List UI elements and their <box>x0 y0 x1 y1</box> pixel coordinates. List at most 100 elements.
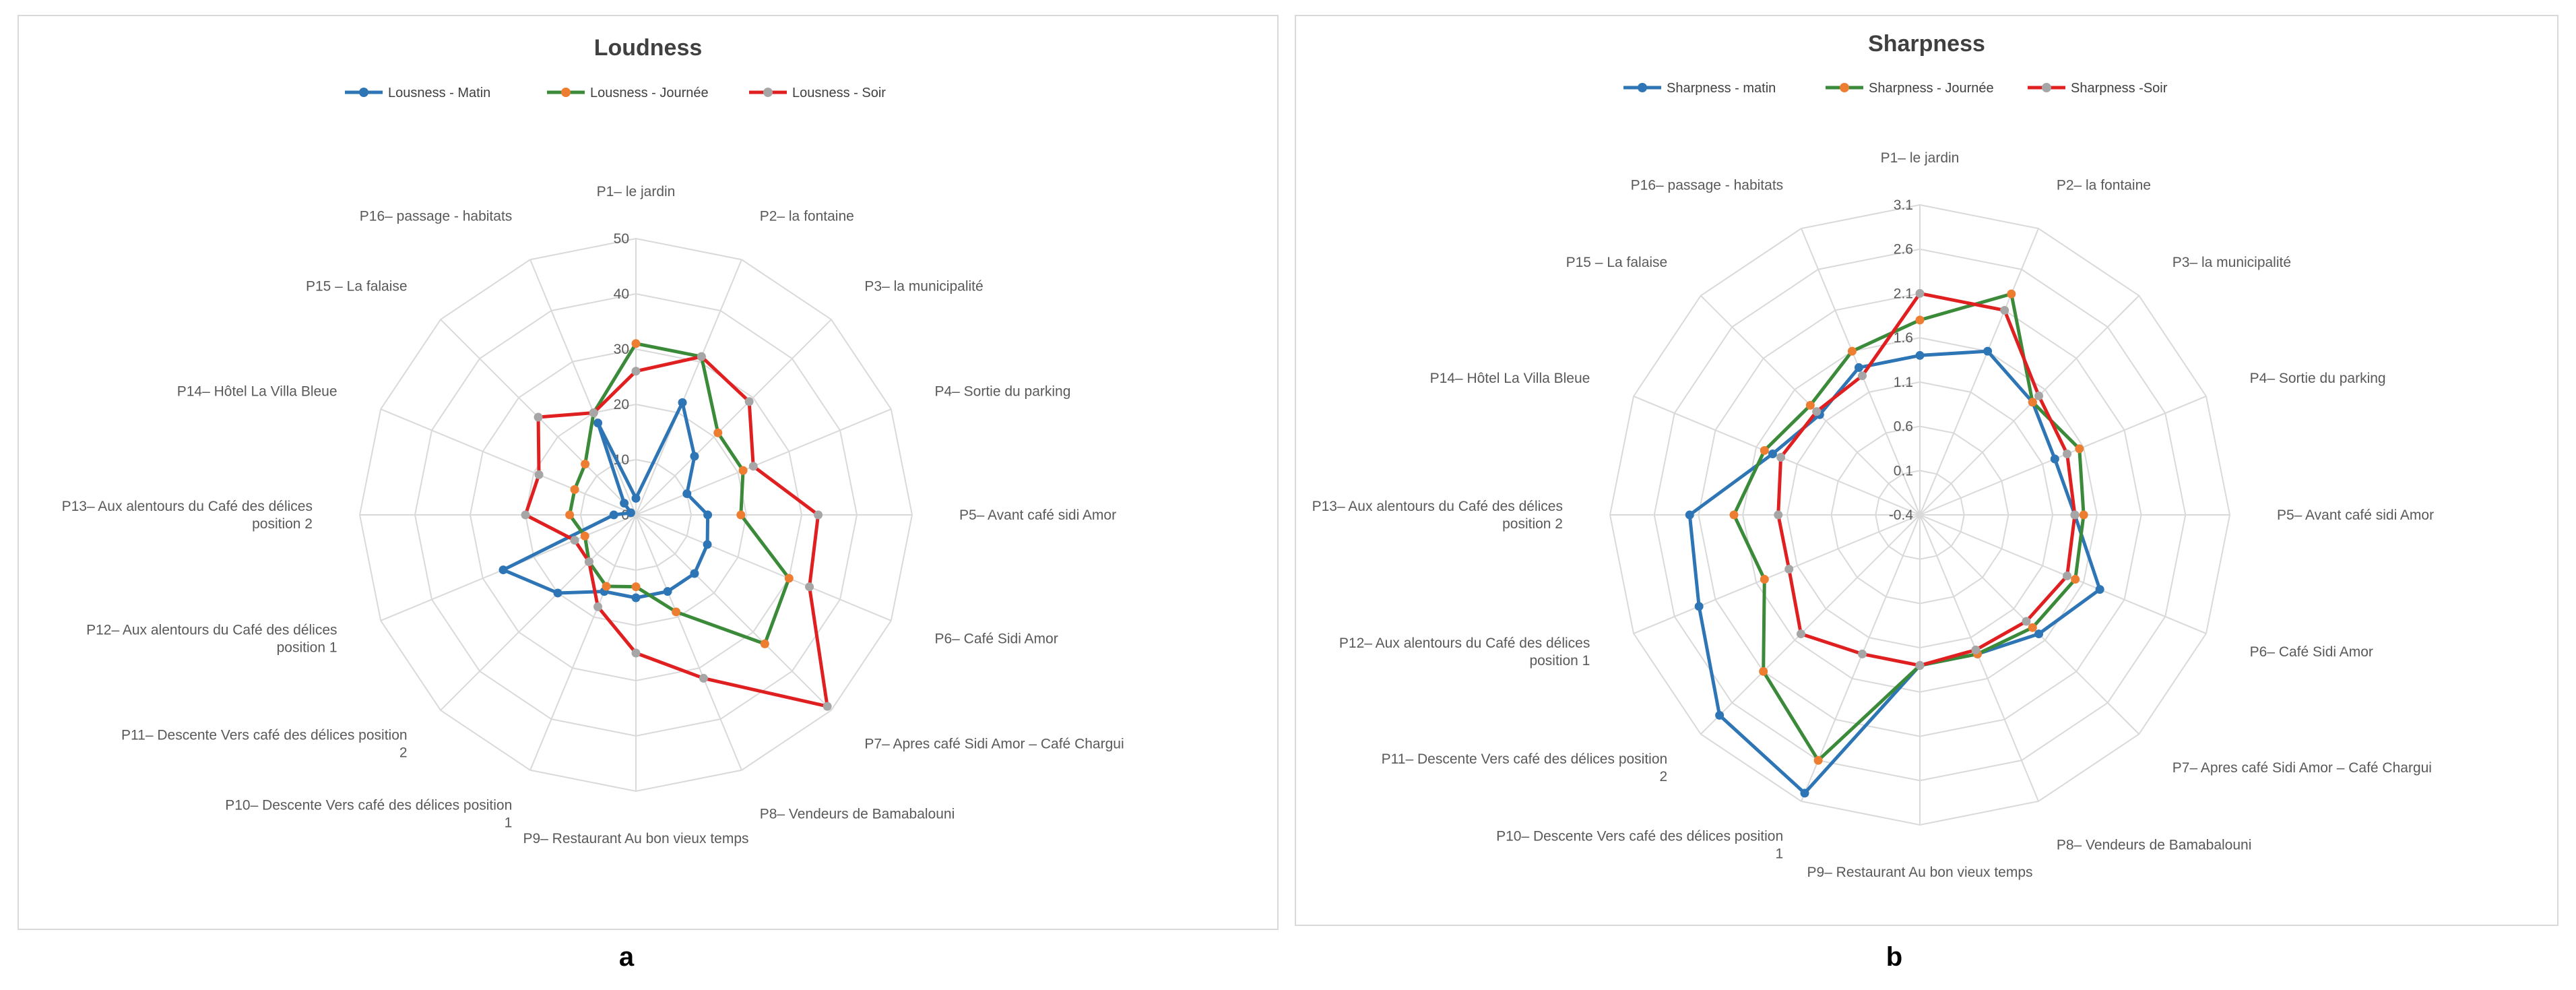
data-point <box>584 557 593 567</box>
data-point <box>1774 510 1783 520</box>
axis-tick-label: 1.1 <box>1894 375 1913 390</box>
grid-spoke <box>1919 396 2207 516</box>
category-label: P8– Vendeurs de Bamabalouni <box>760 806 955 822</box>
data-point <box>1805 400 1815 410</box>
legend-item: Sharpness - matin <box>1623 81 1776 96</box>
category-label: P12– Aux alentours du Café des délices po… <box>1339 636 1590 669</box>
grid-spoke <box>1919 514 2039 802</box>
data-point <box>2034 629 2044 639</box>
axis-tick-label: 40 <box>614 286 629 302</box>
category-label: P1– le jardin <box>597 184 676 199</box>
data-point <box>690 569 699 578</box>
data-point <box>823 702 832 711</box>
axis-tick-label: 0.6 <box>1894 419 1913 435</box>
category-label: P12– Aux alentours du Café des délices po… <box>86 623 337 656</box>
data-point <box>631 339 641 348</box>
series-line <box>568 342 791 646</box>
data-point <box>703 540 712 549</box>
data-point <box>581 460 590 469</box>
data-point <box>1983 346 1993 356</box>
data-point <box>498 565 508 575</box>
legend-label: Lousness - Matin <box>388 86 490 100</box>
category-label: P14– Hôtel La Villa Bleue <box>1430 371 1590 386</box>
category-label: P2– la fontaine <box>2057 177 2151 193</box>
category-label: P2– la fontaine <box>760 209 854 224</box>
legend-marker <box>359 88 368 97</box>
data-point <box>593 419 603 428</box>
data-point <box>805 582 814 592</box>
data-point <box>2028 398 2037 407</box>
legend-label: Sharpness - Journée <box>1869 81 1994 96</box>
data-point <box>589 408 598 417</box>
data-point <box>2022 617 2031 626</box>
legend-item: Lousness - Journée <box>547 86 709 100</box>
data-point <box>1915 288 1925 298</box>
data-point <box>1971 645 1981 654</box>
category-label: P9– Restaurant Au bon vieux temps <box>523 831 748 846</box>
data-point <box>565 510 575 520</box>
legend-label: Sharpness -Soir <box>2071 81 2168 96</box>
data-point <box>1857 371 1867 381</box>
series <box>521 352 832 711</box>
data-point <box>1685 510 1694 520</box>
data-point <box>631 367 641 376</box>
category-label: P16– passage - habitats <box>360 209 513 224</box>
data-point <box>570 485 579 494</box>
category-label: P3– la municipalité <box>2172 255 2291 270</box>
data-point <box>1854 363 1863 372</box>
axis-tick-label: 0.1 <box>1894 463 1913 478</box>
category-label: P7– Apres café Sidi Amor – Café Chargui <box>864 736 1124 751</box>
axis-tick-label: -0.4 <box>1889 507 1914 523</box>
data-point <box>2063 571 2072 581</box>
data-point <box>1915 350 1925 360</box>
data-point <box>2000 305 2009 315</box>
data-point <box>678 398 687 407</box>
category-label: P14– Hôtel La Villa Bleue <box>177 383 337 399</box>
data-point <box>1715 710 1725 720</box>
grid-spoke <box>1633 514 1921 634</box>
series <box>1774 288 2080 670</box>
category-label: P10– Descente Vers café des délices posi… <box>225 797 512 830</box>
axis-tick-label: 50 <box>614 231 629 247</box>
data-point <box>682 489 692 499</box>
category-label: P1– le jardin <box>1881 150 1960 166</box>
data-point <box>2070 510 2080 520</box>
category-label: P6– Café Sidi Amor <box>934 631 1058 647</box>
legend-marker <box>763 88 773 97</box>
legend-label: Lousness - Journée <box>590 86 709 100</box>
category-label: P6– Café Sidi Amor <box>2250 644 2373 660</box>
chart-title: Sharpness <box>1868 31 1985 57</box>
data-point <box>2028 623 2037 632</box>
grid-spoke <box>635 514 892 621</box>
category-label: P9– Restaurant Au bon vieux temps <box>1807 865 2032 880</box>
data-point <box>690 452 699 461</box>
data-point <box>814 510 823 520</box>
data-point <box>713 428 723 437</box>
grid-spoke <box>1801 514 1921 802</box>
category-label: P11– Descente Vers café des délices posi… <box>121 727 408 760</box>
data-point <box>672 607 681 617</box>
data-point <box>593 602 603 611</box>
axis-tick-label: 30 <box>614 342 629 357</box>
grid-spoke <box>635 319 832 516</box>
legend-marker <box>2042 83 2051 92</box>
data-point <box>760 639 769 648</box>
series-line <box>501 400 710 600</box>
data-point <box>703 510 713 520</box>
data-point <box>2079 510 2088 520</box>
data-point <box>553 588 562 598</box>
data-point <box>620 499 629 508</box>
data-point <box>1760 575 1769 584</box>
data-point <box>1759 667 1768 676</box>
data-point <box>1784 564 1794 574</box>
data-point <box>2075 444 2084 454</box>
category-label: P4– Sortie du parking <box>2250 371 2386 386</box>
data-point <box>1813 755 1823 765</box>
legend-marker <box>1840 83 1849 92</box>
data-point <box>1857 649 1867 658</box>
data-point <box>1800 788 1809 798</box>
data-point <box>2071 575 2080 584</box>
grid-spoke <box>1700 514 1921 735</box>
category-label: P5– Avant café sidi Amor <box>959 507 1116 523</box>
grid-spoke <box>529 514 637 771</box>
